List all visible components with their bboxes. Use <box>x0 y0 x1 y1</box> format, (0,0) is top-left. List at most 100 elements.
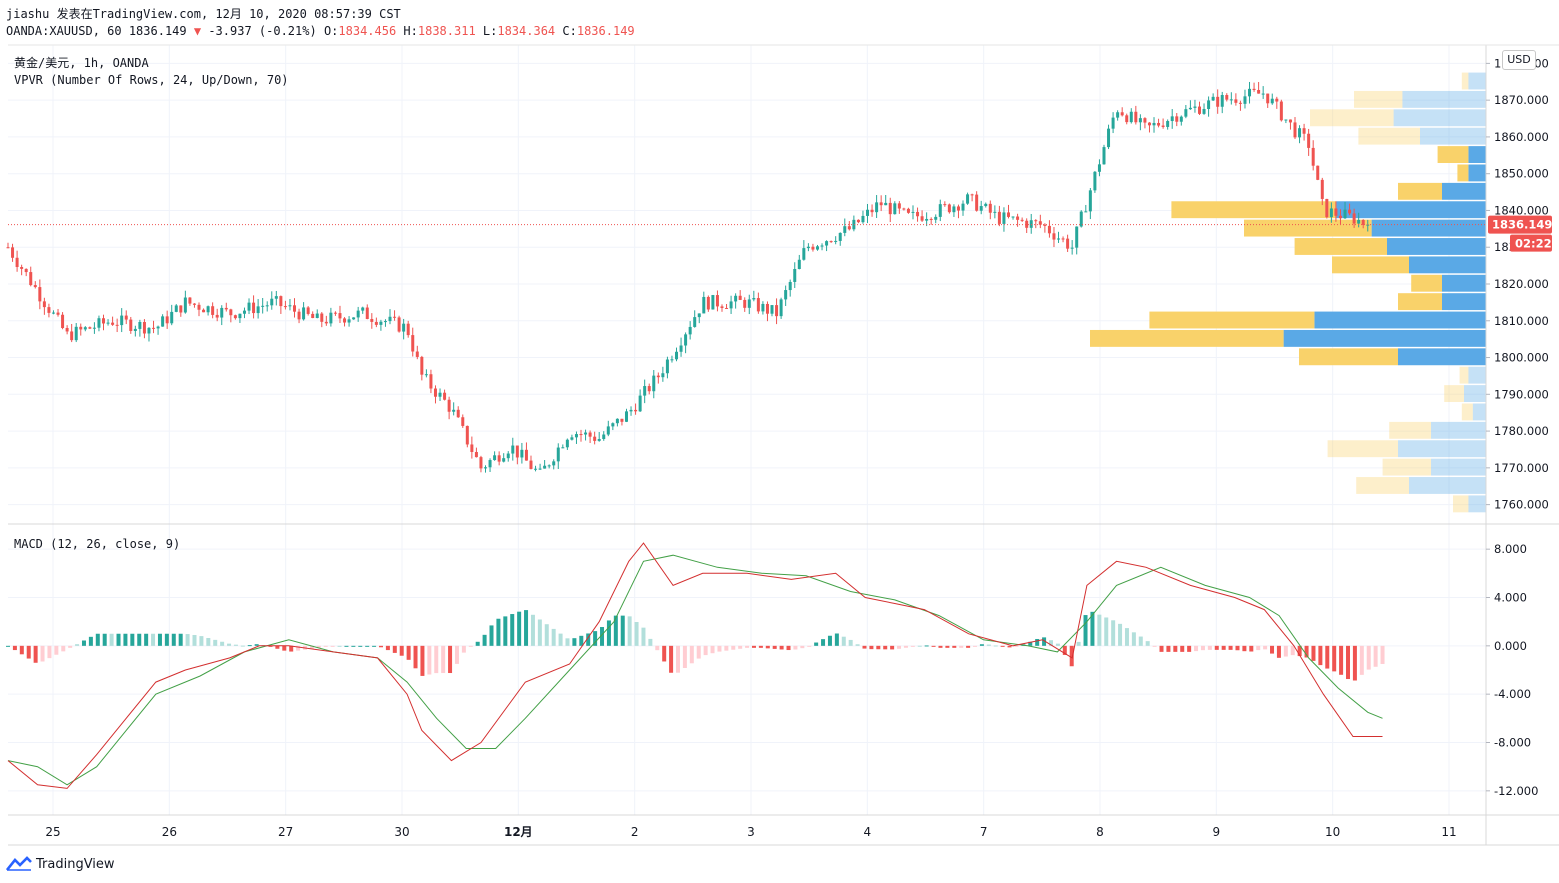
candle-body <box>888 202 892 215</box>
vp-up-bar <box>1409 477 1486 494</box>
macd-hist-bar <box>1173 645 1178 652</box>
macd-hist-bar <box>351 645 356 647</box>
macd-hist-bar <box>482 634 487 646</box>
candle-body <box>320 313 324 322</box>
candle-body <box>1348 209 1352 214</box>
macd-hist-bar <box>662 645 667 662</box>
candle-body <box>406 323 410 336</box>
macd-hist-bar <box>323 645 328 647</box>
candle-body <box>611 423 615 427</box>
candle-body <box>761 303 765 312</box>
macd-hist-bar <box>952 645 957 648</box>
symbol-legend[interactable]: 黄金/美元, 1h, OANDA <box>14 56 149 70</box>
candle-body <box>820 245 824 247</box>
x-tick-label: 7 <box>980 825 988 839</box>
candle-body <box>1220 95 1224 107</box>
candle-body <box>206 306 210 313</box>
macd-hist-bar <box>848 639 853 646</box>
macd-hist-bar <box>793 645 798 650</box>
candle-body <box>1316 165 1320 180</box>
candle-body <box>897 203 901 209</box>
candle-body <box>1279 101 1283 121</box>
candle-body <box>961 203 965 211</box>
macd-hist-bar <box>807 645 812 647</box>
macd-hist-bar <box>710 645 715 654</box>
candle-body <box>474 451 478 458</box>
candle-body <box>33 285 37 288</box>
tradingview-logo-icon <box>6 856 32 871</box>
candle-body <box>256 306 260 314</box>
candle-body <box>488 460 492 468</box>
macd-hist-bar <box>1200 645 1205 651</box>
macd-hist-bar <box>586 633 591 646</box>
candle-body <box>192 303 196 305</box>
macd-hist-bar <box>1235 645 1240 651</box>
candle-body <box>520 449 524 458</box>
candle-body <box>283 306 287 308</box>
vp-down-bar <box>1389 421 1431 439</box>
x-tick-label: 8 <box>1096 825 1104 839</box>
macd-hist-bar <box>441 645 446 674</box>
macd-hist-bar <box>1055 643 1060 646</box>
macd-hist-bar <box>1014 645 1019 647</box>
candle-body <box>770 305 774 314</box>
candle-body <box>456 409 460 418</box>
candle-body <box>311 313 315 319</box>
macd-hist-bar <box>206 637 211 646</box>
candle-body <box>115 324 119 326</box>
macd-hist-bar <box>1187 645 1192 652</box>
macd-hist-bar <box>883 645 888 650</box>
candle-body <box>170 311 174 324</box>
macd-hist-bar <box>1339 645 1344 675</box>
vp-down-bar <box>1457 164 1469 182</box>
candle-body <box>1284 119 1288 121</box>
candle-body <box>452 409 456 412</box>
candle-body <box>220 307 224 318</box>
macd-hist-bar <box>1325 645 1330 669</box>
vp-down-bar <box>1358 127 1420 145</box>
candle-body <box>788 281 792 291</box>
macd-hist-bar <box>669 645 674 673</box>
macd-hist-bar <box>496 618 501 646</box>
macd-hist-bar <box>12 645 17 651</box>
macd-legend[interactable]: MACD (12, 26, close, 9) <box>14 537 181 551</box>
macd-hist-bar <box>862 645 867 649</box>
currency-button[interactable]: USD <box>1502 50 1536 70</box>
vp-down-bar <box>1444 385 1464 402</box>
candle-body <box>1266 93 1270 104</box>
candle-body <box>1170 116 1174 122</box>
candle-body <box>1207 100 1211 109</box>
low-value: 1834.364 <box>497 24 556 38</box>
macd-hist-bar <box>544 624 549 646</box>
vp-down-bar <box>1411 274 1442 292</box>
candle-body <box>988 203 992 213</box>
macd-hist-bar <box>54 645 59 655</box>
candle-body <box>556 447 560 462</box>
candle-body <box>361 307 365 311</box>
macd-hist-bar <box>751 645 756 648</box>
macd-hist-bar <box>620 615 625 646</box>
macd-hist-bar <box>821 639 826 646</box>
macd-hist-bar <box>434 645 439 674</box>
macd-hist-bar <box>378 645 383 648</box>
vp-up-bar <box>1398 440 1486 458</box>
y-tick-label: 1800.000 <box>1494 351 1549 365</box>
candle-body <box>1338 215 1342 219</box>
candle-body <box>1057 238 1061 240</box>
macd-hist-bar <box>517 611 522 646</box>
candle-body <box>274 296 278 299</box>
macd-hist-bar <box>931 645 936 647</box>
macd-hist-bar <box>358 645 363 647</box>
macd-hist-bar <box>1076 641 1081 646</box>
candle-body <box>511 445 515 454</box>
candle-body <box>711 295 715 310</box>
vp-up-bar <box>1468 146 1486 163</box>
candle-body <box>834 240 838 242</box>
vp-down-bar <box>1461 72 1469 90</box>
macd-hist-bar <box>1104 617 1109 646</box>
macd-hist-bar <box>696 645 701 659</box>
vp-up-bar <box>1442 182 1486 200</box>
macd-hist-bar <box>1000 645 1005 647</box>
vpvr-legend[interactable]: VPVR (Number Of Rows, 24, Up/Down, 70) <box>14 73 289 87</box>
